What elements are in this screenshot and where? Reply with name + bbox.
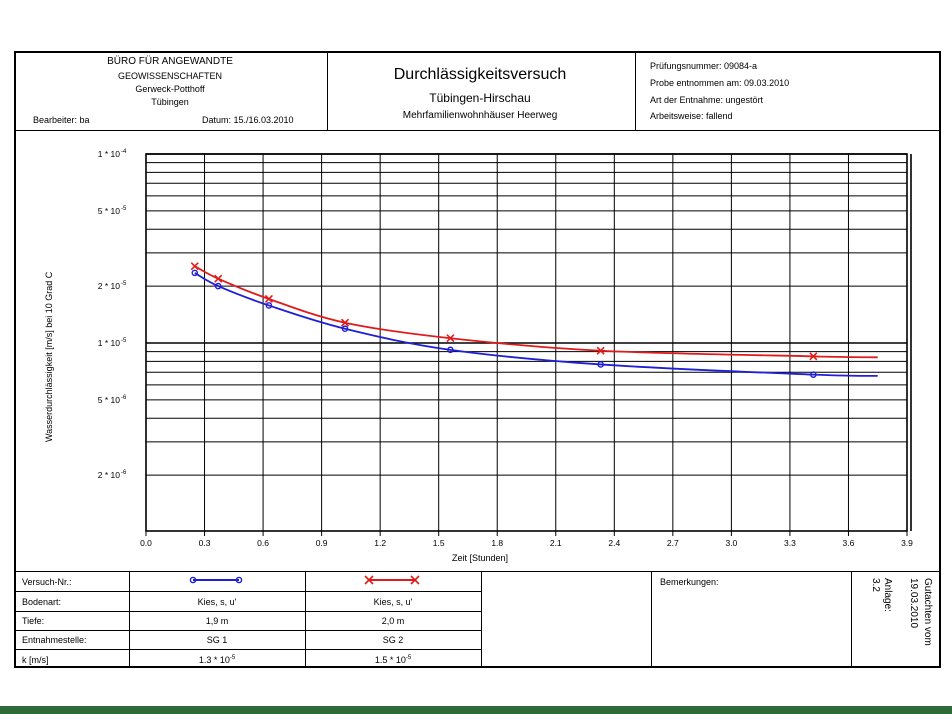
datum: Datum: 15./16.03.2010: [202, 115, 294, 125]
y-tick-exponent: -6: [121, 395, 127, 401]
k-value-1-base: 1.3 * 10: [198, 655, 230, 665]
probe-entnommen: Probe entnommen am: 09.03.2010: [650, 78, 790, 88]
series-2-point: [264, 294, 273, 304]
plot-frame: [145, 153, 908, 532]
footer-bar: [0, 706, 952, 714]
x-tick-label: 0.3: [199, 538, 211, 548]
row-label-tiefe: Tiefe:: [22, 616, 45, 626]
pruefungsnummer: Prüfungsnummer: 09084-a: [650, 61, 758, 71]
bodenart-1: Kies, s, u': [197, 597, 237, 607]
y-tick-exponent: -5: [121, 338, 127, 344]
x-tick-label: 0.0: [140, 538, 152, 548]
x-axis-label: Zeit [Stunden]: [451, 553, 509, 563]
table-row-line: [14, 591, 481, 592]
k-value-1: 1.3 * 10-5: [129, 655, 305, 665]
header-col-divider-2: [635, 51, 636, 130]
series-2-point: [596, 346, 605, 355]
series-1-point: [810, 371, 817, 378]
entnahmestelle-2: SG 2: [382, 635, 404, 645]
table-row-line: [14, 611, 481, 612]
series-1-point: [191, 269, 199, 277]
office-line-4: Tübingen: [151, 97, 189, 107]
series-2-point: [446, 334, 455, 343]
k-value-2: 1.5 * 10-5: [305, 655, 481, 665]
page-subtitle-2: Mehrfamilienwohnhäuser Heerweg: [402, 110, 558, 121]
page-title: Durchlässigkeitsversuch: [393, 66, 567, 83]
series-1-point: [341, 325, 349, 333]
y-tick-label: 2 * 10: [98, 470, 120, 480]
x-tick-label: 0.9: [316, 538, 328, 548]
anlage-number: 3.2: [870, 578, 881, 592]
header-divider: [14, 130, 941, 131]
k-value-2-base: 1.5 * 10: [374, 655, 406, 665]
legend-series-1: [189, 576, 243, 584]
bearbeiter: Bearbeiter: ba: [33, 115, 90, 125]
series-2-point: [190, 262, 199, 271]
k-value-2-exp: -5: [405, 655, 412, 661]
k-value-1-exp: -5: [229, 655, 236, 661]
row-label-k: k [m/s]: [22, 655, 49, 665]
series-2-point: [340, 318, 350, 327]
tiefe-2: 2,0 m: [381, 616, 405, 626]
legend-samples: [189, 575, 420, 585]
table-col-3: [481, 571, 482, 668]
y-tick-label: 5 * 10: [98, 395, 120, 405]
page-subtitle: Tübingen-Hirschau: [429, 91, 531, 105]
row-label-entnahmestelle: Entnahmestelle:: [22, 635, 87, 645]
x-tick-label: 1.2: [374, 538, 386, 548]
x-tick-label: 3.0: [725, 538, 737, 548]
office-line-2: GEOWISSENSCHAFTEN: [117, 71, 222, 81]
y-tick-label: 2 * 10: [98, 281, 120, 291]
office-line-3: Gerweck-Potthoff: [135, 84, 205, 94]
table-col-4: [651, 571, 652, 668]
table-col-5: [851, 571, 852, 668]
y-tick-label: 1 * 10: [98, 338, 120, 348]
bodenart-2: Kies, s, u': [373, 597, 413, 607]
header-col-divider-1: [327, 51, 328, 130]
x-tick-label: 3.3: [784, 538, 796, 548]
series-2-point: [214, 274, 223, 283]
anlage-label: Anlage:: [882, 578, 893, 612]
x-tick-label: 3.6: [843, 538, 855, 548]
x-tick-label: 0.6: [257, 538, 269, 548]
y-tick-exponent: -6: [121, 470, 127, 476]
x-tick-label: 1.5: [433, 538, 445, 548]
series-2-point: [809, 352, 818, 361]
office-line-1: BÜRO FÜR ANGEWANDTE: [107, 56, 233, 67]
gutachten-date: 19.03.2010: [908, 578, 919, 629]
series-1-point: [265, 302, 273, 309]
table-col-1: [129, 571, 130, 668]
gutachten-label: Gutachten vom: [922, 578, 933, 646]
y-tick-exponent: -4: [121, 149, 127, 155]
series-1-point: [447, 346, 454, 354]
y-axis-label: Wasserdurchlässigkeit [m/s] bei 10 Grad …: [44, 271, 54, 442]
series-1-point: [214, 282, 222, 290]
arbeitsweise: Arbeitsweise: fallend: [650, 111, 733, 121]
y-tick-label: 1 * 10: [98, 149, 120, 159]
y-tick-exponent: -5: [121, 206, 127, 212]
legend-series-2: [364, 575, 420, 585]
x-tick-label: 2.7: [667, 538, 679, 548]
series-1-line: [194, 272, 878, 377]
y-tick-exponent: -5: [121, 281, 127, 287]
table-col-2: [305, 571, 306, 668]
table-top-border: [14, 571, 941, 572]
table-row-line: [14, 630, 481, 631]
x-tick-label: 3.9: [901, 538, 913, 548]
x-tick-label: 1.8: [491, 538, 503, 548]
table-row-line: [14, 649, 481, 650]
series-1-point: [597, 361, 604, 368]
art-der-entnahme: Art der Entnahme: ungestört: [650, 95, 764, 105]
x-tick-label: 2.4: [608, 538, 620, 548]
bemerkungen-label: Bemerkungen:: [660, 577, 719, 587]
entnahmestelle-1: SG 1: [206, 635, 228, 645]
row-label-versuch: Versuch-Nr.:: [22, 577, 72, 587]
tiefe-1: 1,9 m: [205, 616, 229, 626]
row-label-bodenart: Bodenart:: [22, 597, 62, 607]
sheet-frame: [14, 51, 941, 668]
x-tick-label: 2.1: [550, 538, 562, 548]
y-tick-label: 5 * 10: [98, 206, 120, 216]
